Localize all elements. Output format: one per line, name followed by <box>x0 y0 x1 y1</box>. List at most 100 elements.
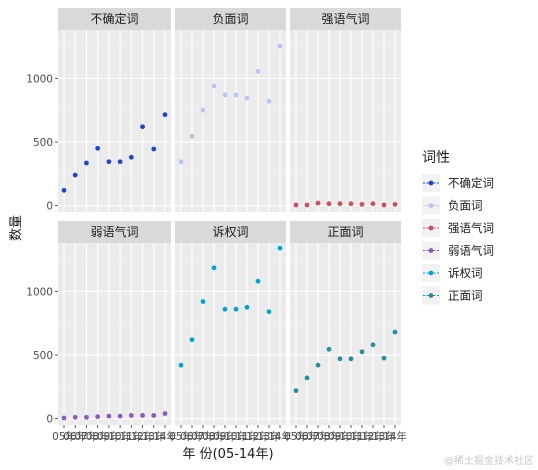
data-point <box>211 83 217 89</box>
x-tick-label: 13年 <box>142 430 166 443</box>
data-point <box>348 201 354 207</box>
panel-background <box>175 30 286 212</box>
y-tick-label: 1000 <box>26 73 53 85</box>
data-point <box>222 306 228 312</box>
data-point <box>84 160 89 166</box>
x-tick-label: 05年 <box>284 430 308 443</box>
x-tick-label: 13年 <box>372 430 396 443</box>
x-tick-label: 06年 <box>180 430 204 443</box>
legend-key-point <box>428 293 434 298</box>
legend-label: 强语气词 <box>448 221 494 235</box>
data-point <box>293 388 299 394</box>
data-point <box>244 304 250 310</box>
facet-strip-label: 弱语气词 <box>90 224 138 239</box>
data-point <box>326 201 332 207</box>
data-point <box>117 159 123 165</box>
data-point <box>392 329 398 335</box>
data-point <box>304 375 310 381</box>
data-point <box>178 362 184 368</box>
facet-strip-label: 不确定词 <box>90 11 138 26</box>
legend-item: 正面词 <box>422 286 483 305</box>
facet-strip <box>58 221 171 243</box>
data-point <box>370 201 376 207</box>
data-point <box>315 362 321 368</box>
x-axis-title: 年 份(05-14年) <box>182 447 273 462</box>
data-point <box>106 159 112 165</box>
data-point <box>140 124 145 130</box>
legend-item: 弱语气词 <box>422 241 494 260</box>
data-point <box>151 413 157 418</box>
facet-strip-label: 正面词 <box>327 225 363 239</box>
y-tick-label: 500 <box>33 137 53 149</box>
panel-background <box>290 243 401 425</box>
x-tick-label: 07年 <box>191 430 215 443</box>
data-point <box>359 349 365 355</box>
data-point <box>244 95 250 101</box>
data-point <box>381 202 387 208</box>
facet-strip-label: 诉权词 <box>212 225 248 239</box>
x-tick-label: 11年 <box>235 430 259 443</box>
facet-panel: 弱语气词 0 500 1000 05年06年07年08年09年10年11年12年13年1… <box>26 221 177 443</box>
x-tick-label: 14年 <box>268 430 292 443</box>
data-point <box>277 245 283 251</box>
x-tick-label: 07年 <box>75 430 99 443</box>
data-point <box>189 133 195 139</box>
data-point <box>222 92 228 98</box>
legend-key-point <box>428 248 434 253</box>
data-point <box>277 43 283 49</box>
data-point <box>381 355 387 361</box>
facet-strip <box>175 221 286 243</box>
data-point <box>128 154 134 160</box>
legend-label: 负面词 <box>448 199 483 213</box>
data-point <box>337 201 343 207</box>
data-point <box>233 92 239 98</box>
facet-strip-label: 强语气词 <box>321 11 369 26</box>
panel-background <box>58 30 171 212</box>
data-point <box>178 159 184 165</box>
y-tick-label: 500 <box>33 350 53 362</box>
data-point <box>200 107 206 113</box>
data-point <box>348 356 354 362</box>
y-tick-label: 0 <box>46 201 53 213</box>
facet-strip-label: 负面词 <box>212 12 248 26</box>
data-point <box>266 98 272 104</box>
data-point <box>233 306 239 312</box>
x-tick-label: 08年 <box>86 430 110 443</box>
data-point <box>61 415 67 421</box>
panel-background <box>58 243 171 425</box>
y-tick-label: 0 <box>46 414 53 426</box>
data-point <box>162 112 168 118</box>
legend-item: 强语气词 <box>422 219 494 237</box>
legend-label: 诉权词 <box>448 266 483 280</box>
x-tick-label: 10年 <box>108 430 132 443</box>
legend-item: 负面词 <box>422 196 483 215</box>
x-tick-label: 12年 <box>361 430 385 443</box>
panel-background <box>175 243 286 425</box>
legend-key-point <box>428 180 434 186</box>
data-point <box>255 68 261 74</box>
x-tick-label: 05年 <box>169 430 193 443</box>
x-tick-label: 14年 <box>153 430 177 443</box>
data-point <box>95 145 101 151</box>
x-tick-label: 06年 <box>295 430 319 443</box>
data-point <box>84 414 89 420</box>
data-point <box>95 414 101 420</box>
data-point <box>304 202 310 208</box>
facet-panel: 强语气词 <box>290 8 401 212</box>
legend-key-point <box>428 225 434 231</box>
y-axis-title: 数量 <box>9 215 24 241</box>
data-point <box>189 337 195 343</box>
data-point <box>61 187 67 193</box>
data-point <box>200 299 206 304</box>
data-point <box>72 414 78 420</box>
data-point <box>359 201 365 207</box>
legend-key-point <box>428 270 434 276</box>
x-tick-label: 12年 <box>246 430 270 443</box>
x-tick-label: 12年 <box>131 430 155 443</box>
legend-item: 诉权词 <box>422 264 483 282</box>
data-point <box>315 200 321 206</box>
x-tick-label: 05年 <box>52 430 76 443</box>
